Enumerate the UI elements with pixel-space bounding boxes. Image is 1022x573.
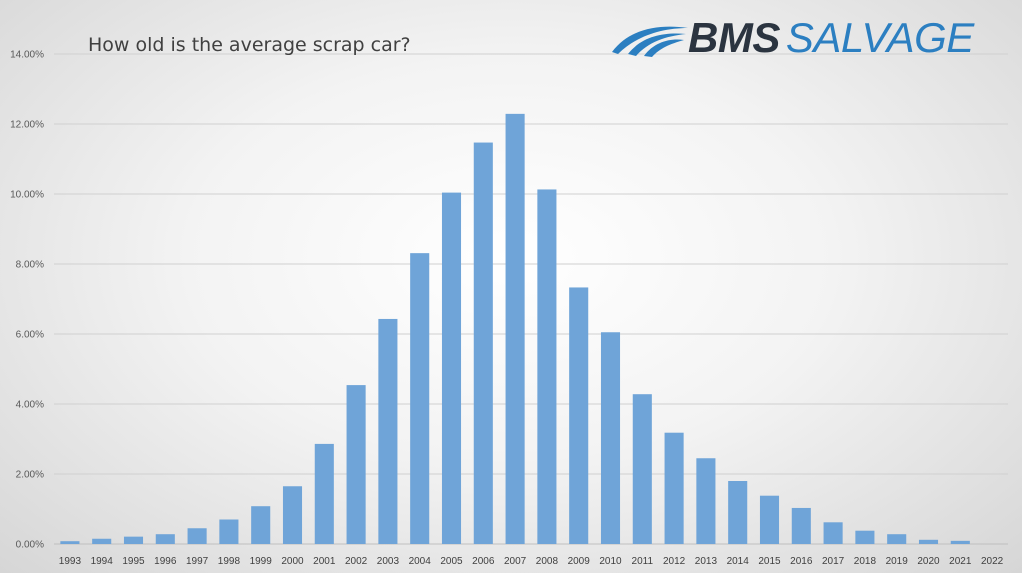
- x-tick-label: 2016: [790, 556, 813, 567]
- x-tick-label: 2010: [599, 556, 622, 567]
- x-tick-label: 2015: [758, 556, 781, 567]
- y-axis-tick-labels: 0.00% 2.00% 4.00% 6.00% 8.00% 10.00% 12.00% 14.…: [10, 50, 44, 551]
- x-tick-label: 1999: [250, 556, 273, 567]
- bar-1999: [251, 506, 271, 544]
- x-tick-label: 2013: [695, 556, 718, 567]
- brand-name: BMS SALVAGE: [688, 14, 974, 62]
- bar-2004: [410, 253, 430, 544]
- bar-2018: [855, 530, 875, 544]
- x-tick-label: 2021: [949, 556, 972, 567]
- y-tick-label: 2.00%: [16, 470, 44, 481]
- bar-2021: [950, 540, 970, 544]
- bar-2009: [569, 287, 589, 544]
- x-axis-tick-labels: 1993 1994 1995 1996 1997 1998 1999 2000 2001 2002…: [59, 556, 1004, 567]
- bar-1997: [187, 528, 207, 544]
- x-tick-label: 1994: [91, 556, 114, 567]
- gridlines: [54, 53, 1008, 545]
- y-tick-label: 4.00%: [16, 400, 44, 411]
- bar-2014: [728, 481, 748, 544]
- bar-2005: [441, 192, 462, 544]
- chart-title: How old is the average scrap car?: [88, 34, 411, 56]
- bar-2000: [282, 486, 303, 544]
- x-tick-label: 2017: [822, 556, 845, 567]
- x-tick-label: 2012: [663, 556, 686, 567]
- x-tick-label: 2007: [504, 556, 527, 567]
- bar-2010: [600, 332, 621, 544]
- bar-2020: [918, 539, 939, 544]
- bar-1996: [155, 534, 175, 544]
- bar-2013: [696, 458, 716, 544]
- bar-1995: [123, 536, 144, 544]
- bar-2019: [887, 534, 907, 544]
- x-tick-label: 2001: [313, 556, 336, 567]
- x-tick-label: 2003: [377, 556, 400, 567]
- x-tick-label: 2002: [345, 556, 368, 567]
- bar-1994: [92, 538, 112, 544]
- bar-2007: [505, 113, 525, 544]
- x-tick-label: 2006: [472, 556, 495, 567]
- x-tick-label: 2000: [281, 556, 304, 567]
- x-tick-label: 2022: [981, 556, 1004, 567]
- y-tick-label: 6.00%: [16, 330, 44, 341]
- x-tick-label: 1995: [122, 556, 145, 567]
- bar-2012: [664, 432, 684, 544]
- bar-2015: [759, 495, 780, 544]
- bar-2008: [537, 189, 557, 544]
- x-tick-label: 2020: [917, 556, 940, 567]
- bar-2011: [632, 394, 652, 544]
- bars: [60, 113, 970, 545]
- bar-1998: [219, 519, 239, 544]
- x-tick-label: 2004: [409, 556, 432, 567]
- x-tick-label: 2009: [568, 556, 591, 567]
- x-tick-label: 1997: [186, 556, 209, 567]
- y-tick-label: 12.00%: [10, 120, 44, 131]
- brand-logo: BMS SALVAGE: [610, 14, 1010, 64]
- bar-2017: [823, 522, 843, 544]
- x-tick-label: 1993: [59, 556, 82, 567]
- bar-2002: [346, 385, 366, 544]
- x-tick-label: 2019: [886, 556, 909, 567]
- bar-2016: [791, 507, 811, 544]
- bar-1993: [60, 541, 80, 544]
- y-tick-label: 14.00%: [10, 50, 44, 61]
- x-tick-label: 2008: [536, 556, 559, 567]
- y-tick-label: 8.00%: [16, 260, 44, 271]
- bar-2003: [378, 318, 398, 544]
- x-tick-label: 2018: [854, 556, 877, 567]
- x-tick-label: 2014: [727, 556, 750, 567]
- brand-name-bold: BMS: [688, 14, 780, 61]
- y-tick-label: 10.00%: [10, 190, 44, 201]
- swoosh-logo-icon: [612, 26, 688, 57]
- brand-name-light: SALVAGE: [785, 14, 974, 61]
- x-tick-label: 2005: [440, 556, 463, 567]
- bar-2006: [473, 142, 493, 545]
- y-tick-label: 0.00%: [16, 540, 44, 551]
- x-tick-label: 1996: [154, 556, 177, 567]
- x-tick-label: 1998: [218, 556, 241, 567]
- bar-2001: [314, 443, 334, 544]
- x-tick-label: 2011: [632, 556, 654, 567]
